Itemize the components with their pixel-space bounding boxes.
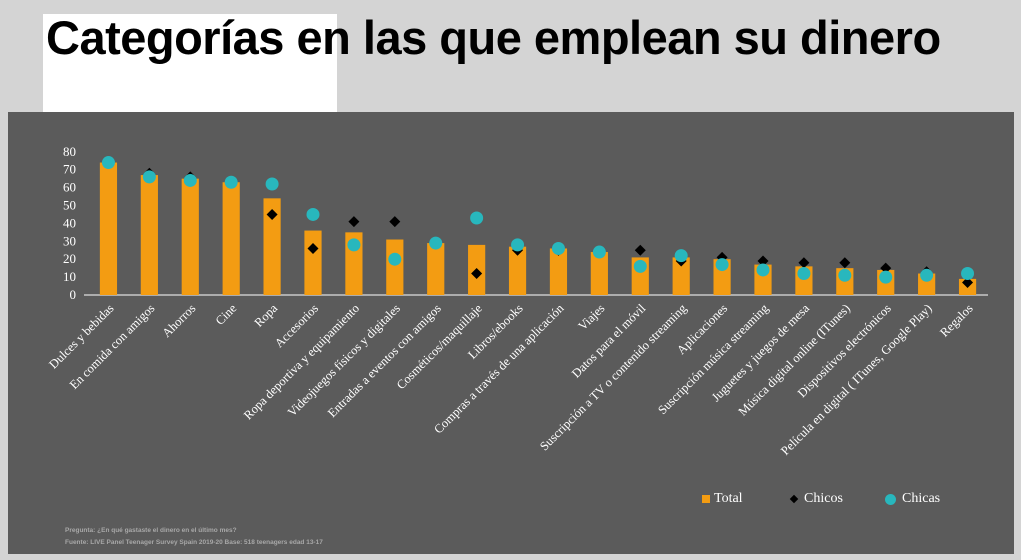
- point-chicas: [347, 238, 361, 252]
- x-tick-label: Ropa: [252, 301, 281, 330]
- legend-chicos-label: Chicos: [804, 491, 843, 506]
- point-chicas: [142, 170, 156, 184]
- bar-total: [386, 239, 404, 295]
- bar-total: [222, 182, 240, 295]
- point-chicos: [307, 242, 319, 254]
- point-chicas: [633, 259, 647, 273]
- point-chicos: [962, 276, 974, 288]
- point-chicas: [429, 236, 443, 250]
- point-chicos: [471, 268, 483, 280]
- chart-panel: 0 10 20 30 40 50 60 70 80 Dulces y bebidas En comi…: [8, 112, 1014, 554]
- bar-total: [590, 252, 608, 295]
- legend-total: Total: [702, 491, 743, 507]
- point-chicos: [839, 257, 851, 269]
- y-tick-label: 20: [63, 251, 76, 266]
- bar-total: [549, 248, 568, 295]
- point-chicos: [634, 244, 646, 256]
- bar-total: [99, 162, 118, 295]
- point-chicas: [265, 177, 279, 191]
- bar-total: [672, 257, 690, 295]
- legend-total-swatch: [702, 495, 710, 503]
- bar-total: [181, 178, 199, 295]
- point-chicas: [511, 238, 525, 252]
- legend-chicas-swatch: [885, 493, 896, 505]
- y-tick-label: 50: [63, 198, 76, 213]
- x-tick-label: Suscripción a TV o contenido streaming: [537, 301, 690, 454]
- bar-total: [427, 243, 445, 295]
- bar-total: [304, 230, 322, 295]
- point-chicos: [266, 208, 278, 220]
- legend-chicos: Chicos: [789, 491, 843, 507]
- point-chicos: [798, 257, 810, 269]
- y-tick-label: 80: [63, 144, 76, 159]
- point-chicos: [389, 216, 401, 228]
- bar-total: [140, 175, 158, 295]
- page-title: Categorías en las que emplean su dinero: [46, 11, 941, 64]
- bar-total: [508, 246, 527, 295]
- x-tick-label: Cine: [213, 301, 240, 328]
- point-chicas: [306, 207, 320, 221]
- y-tick-label: 30: [63, 233, 76, 248]
- footnote-question: Pregunta: ¿En qué gastaste el dinero en …: [65, 527, 237, 534]
- point-chicas: [756, 263, 770, 277]
- x-tick-label: Película en digital ( ITunes, Google Pla…: [778, 301, 935, 458]
- point-chicas: [879, 270, 893, 284]
- point-chicas: [551, 241, 565, 255]
- point-chicas: [388, 252, 402, 266]
- point-chicas: [920, 268, 934, 282]
- x-tick-label: Viajes: [576, 301, 608, 333]
- point-chicas: [797, 267, 811, 281]
- legend-chicas: Chicas: [885, 491, 940, 507]
- point-chicos: [880, 262, 892, 274]
- x-tick-label: Regalos: [937, 301, 975, 339]
- legend-chicas-label: Chicas: [902, 491, 941, 506]
- x-tick-label: Datos para el móvil: [569, 301, 649, 381]
- point-chicas: [961, 267, 975, 281]
- point-chicos: [348, 216, 360, 228]
- point-chicas: [183, 173, 197, 187]
- x-tick-label: Ahorros: [160, 301, 199, 340]
- title-background: [43, 14, 337, 112]
- bar-total: [263, 198, 281, 295]
- legend-chicos-swatch: [789, 494, 799, 504]
- point-chicas: [470, 211, 484, 225]
- legend-total-label: Total: [714, 491, 743, 506]
- y-tick-label: 10: [63, 269, 76, 284]
- y-tick-label: 40: [63, 215, 76, 230]
- footnote-source: Fuente: LIVE Panel Teenager Survey Spain…: [65, 539, 323, 546]
- point-chicas: [674, 249, 688, 263]
- point-chicas: [224, 175, 238, 189]
- point-chicas: [592, 245, 606, 259]
- y-tick-label: 70: [63, 162, 76, 177]
- point-chicas: [715, 258, 729, 272]
- point-chicas: [101, 156, 115, 170]
- y-tick-label: 0: [70, 287, 77, 302]
- y-tick-label: 60: [63, 180, 76, 195]
- point-chicas: [838, 268, 852, 282]
